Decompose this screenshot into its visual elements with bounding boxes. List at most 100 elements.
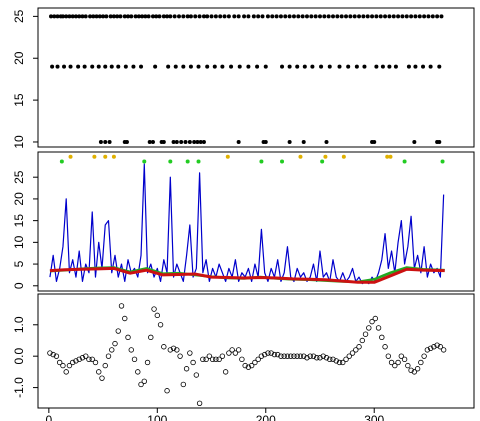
point — [73, 358, 79, 364]
point — [218, 14, 223, 19]
point — [301, 139, 306, 144]
point — [226, 350, 232, 356]
point — [142, 159, 147, 164]
point — [411, 369, 418, 375]
x-tick-label: 100 — [147, 413, 167, 421]
y-tick-label: 5 — [12, 260, 26, 267]
point — [220, 64, 225, 69]
point — [70, 14, 75, 19]
point — [255, 64, 260, 69]
point — [259, 159, 264, 164]
point — [52, 14, 57, 19]
point — [245, 364, 252, 370]
point — [336, 359, 343, 366]
point — [104, 14, 109, 19]
point — [115, 328, 121, 334]
point — [398, 353, 405, 359]
point — [187, 350, 193, 356]
point — [126, 14, 131, 19]
y-tick-label: 15 — [12, 214, 26, 228]
point — [302, 64, 307, 69]
point — [88, 14, 93, 19]
point — [362, 331, 369, 337]
point — [146, 14, 151, 19]
point — [188, 14, 193, 19]
point — [265, 350, 271, 356]
point — [83, 353, 89, 359]
point — [105, 353, 112, 359]
point — [195, 139, 200, 144]
point — [287, 64, 292, 69]
point — [133, 14, 138, 19]
x-tick-label: 300 — [364, 413, 384, 421]
point — [346, 64, 351, 69]
point — [265, 14, 270, 19]
point — [437, 139, 442, 144]
point — [115, 14, 120, 19]
point — [382, 344, 388, 350]
point — [172, 14, 177, 19]
point — [341, 154, 346, 159]
point — [278, 353, 284, 359]
point — [361, 14, 366, 19]
point — [385, 353, 392, 359]
point — [430, 14, 435, 19]
point — [185, 159, 190, 164]
point — [62, 64, 67, 69]
point — [89, 356, 95, 363]
point — [387, 64, 392, 69]
point — [270, 14, 275, 19]
point — [395, 359, 401, 366]
point — [83, 14, 88, 19]
point — [412, 139, 417, 144]
y-tick-label: 20 — [12, 51, 26, 65]
point — [242, 14, 247, 19]
point — [304, 14, 309, 19]
point — [206, 353, 213, 359]
point — [365, 14, 370, 19]
point — [353, 347, 359, 353]
y-tick-label: 1.0 — [12, 316, 26, 333]
point — [111, 154, 116, 159]
point — [176, 14, 181, 19]
point — [297, 353, 304, 359]
point — [67, 14, 72, 19]
point — [90, 64, 95, 69]
point — [168, 14, 173, 19]
point — [379, 334, 385, 341]
point — [426, 14, 431, 19]
panel-frame — [37, 151, 475, 292]
point — [111, 14, 116, 19]
point — [402, 159, 407, 164]
line — [49, 266, 445, 284]
point — [196, 159, 201, 164]
point — [391, 14, 396, 19]
point — [193, 14, 198, 19]
point — [236, 139, 241, 144]
point — [319, 64, 324, 69]
point — [232, 14, 237, 19]
point — [66, 362, 73, 369]
point — [300, 14, 305, 19]
point — [148, 334, 154, 341]
point — [413, 64, 418, 69]
point — [70, 359, 76, 366]
point — [161, 14, 166, 19]
point — [150, 14, 155, 19]
point — [170, 345, 177, 352]
point — [424, 347, 431, 353]
point — [344, 14, 349, 19]
point — [131, 64, 136, 69]
point — [201, 14, 206, 19]
point — [49, 14, 54, 19]
point — [123, 64, 128, 69]
point — [200, 356, 206, 363]
point — [409, 14, 414, 19]
point — [96, 64, 101, 69]
point — [177, 353, 183, 359]
point — [131, 356, 138, 363]
point — [375, 325, 382, 331]
point — [256, 14, 261, 19]
y-tick-label: 0 — [12, 282, 26, 289]
point — [118, 14, 123, 19]
